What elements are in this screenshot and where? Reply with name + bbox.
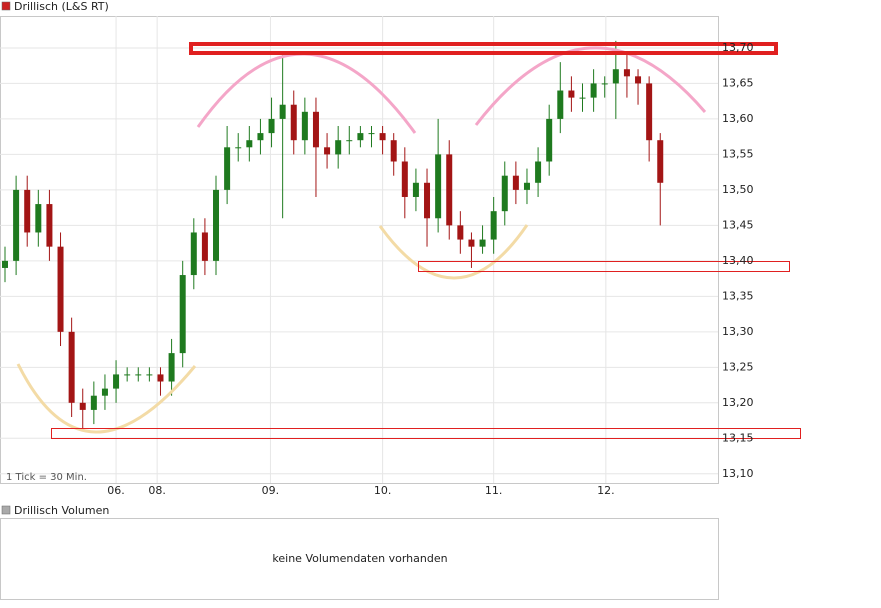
- candle-body: [457, 225, 464, 240]
- arc-bottom-right: [378, 224, 529, 280]
- candle-body: [635, 76, 642, 84]
- candle-body: [512, 175, 519, 190]
- grid: [0, 16, 718, 483]
- candle-body: [68, 331, 75, 403]
- candle-body: [179, 275, 186, 354]
- candle-body: [523, 182, 530, 190]
- y-tick-label: 13,40: [722, 254, 754, 267]
- candle-body: [224, 147, 231, 190]
- candle-body: [646, 83, 653, 141]
- candle-body: [468, 239, 475, 247]
- candle-body: [390, 140, 397, 162]
- candle-body: [79, 402, 86, 410]
- candle-body: [579, 97, 586, 99]
- candle-body: [24, 189, 31, 233]
- y-tick-label: 13,50: [722, 183, 754, 196]
- candle-body: [568, 90, 575, 98]
- legend-swatch: [1, 505, 11, 515]
- candle-body: [601, 83, 608, 85]
- candle-body: [401, 161, 408, 197]
- y-tick-label: 13,65: [722, 76, 754, 89]
- candle-body: [46, 204, 53, 247]
- candle-body: [357, 133, 364, 141]
- volume-frame: [0, 518, 719, 600]
- candle-body: [213, 189, 220, 261]
- candle-body: [13, 189, 20, 261]
- candle-body: [146, 374, 153, 376]
- candle-body: [257, 133, 264, 141]
- x-tick-label: 06.: [107, 484, 125, 497]
- candle-body: [124, 374, 131, 376]
- y-tick-label: 13,25: [722, 360, 754, 373]
- plot-frame: [0, 16, 719, 484]
- legend-swatch: [1, 1, 11, 11]
- candle-body: [412, 182, 419, 197]
- support-box: [418, 261, 790, 272]
- support-box: [51, 428, 801, 439]
- candle-body: [1, 260, 8, 268]
- y-tick-label: 13,20: [722, 396, 754, 409]
- candle-body: [290, 104, 297, 141]
- candle-body: [246, 140, 253, 148]
- candle-body: [623, 69, 630, 77]
- candle-body: [57, 246, 64, 332]
- x-tick-label: 12.: [597, 484, 615, 497]
- candle-body: [35, 204, 42, 233]
- volume-title: Drillisch Volumen: [14, 504, 109, 517]
- resistance-box: [189, 42, 778, 55]
- tick-note: 1 Tick = 30 Min.: [6, 472, 87, 483]
- chart-title: Drillisch (L&S RT): [14, 0, 109, 13]
- y-tick-label: 13,15: [722, 431, 754, 444]
- volume-message: keine Volumendaten vorhanden: [272, 552, 447, 565]
- y-tick-label: 13,45: [722, 218, 754, 231]
- y-tick-label: 13,10: [722, 467, 754, 480]
- candle-body: [657, 140, 664, 183]
- x-tick-label: 09.: [262, 484, 280, 497]
- y-tick-label: 13,70: [722, 41, 754, 54]
- y-tick-label: 13,55: [722, 147, 754, 160]
- candle-body: [312, 111, 319, 148]
- x-tick-label: 08.: [148, 484, 166, 497]
- candle-body: [279, 104, 286, 119]
- candle-body: [168, 353, 175, 382]
- candle-body: [268, 118, 275, 134]
- candle-body: [435, 154, 442, 219]
- candle-body: [479, 239, 486, 247]
- candles: [1, 40, 664, 432]
- candle-body: [301, 111, 308, 141]
- candle-body: [379, 133, 386, 141]
- candle-body: [201, 232, 208, 261]
- candle-body: [157, 374, 164, 382]
- candle-body: [113, 374, 120, 389]
- annotations: [16, 42, 801, 439]
- candle-body: [424, 182, 431, 219]
- x-tick-label: 10.: [374, 484, 392, 497]
- y-tick-label: 13,35: [722, 289, 754, 302]
- candle-body: [368, 133, 375, 135]
- candle-body: [490, 211, 497, 240]
- candle-body: [90, 395, 97, 410]
- candle-body: [590, 83, 597, 98]
- candle-body: [346, 140, 353, 142]
- y-tick-label: 13,60: [722, 112, 754, 125]
- candle-body: [135, 374, 142, 376]
- candle-body: [335, 140, 342, 155]
- candle-body: [101, 388, 108, 396]
- y-tick-label: 13,30: [722, 325, 754, 338]
- arc-bottom-left: [16, 363, 197, 434]
- candle-body: [501, 175, 508, 212]
- candle-body: [612, 69, 619, 84]
- candle-body: [324, 147, 331, 155]
- arc-top-right: [474, 46, 707, 126]
- candle-body: [557, 90, 564, 119]
- candle-body: [535, 161, 542, 183]
- candle-body: [190, 232, 197, 276]
- candle-body: [546, 118, 553, 162]
- candle-body: [446, 154, 453, 226]
- candle-body: [235, 147, 242, 149]
- x-tick-label: 11.: [485, 484, 503, 497]
